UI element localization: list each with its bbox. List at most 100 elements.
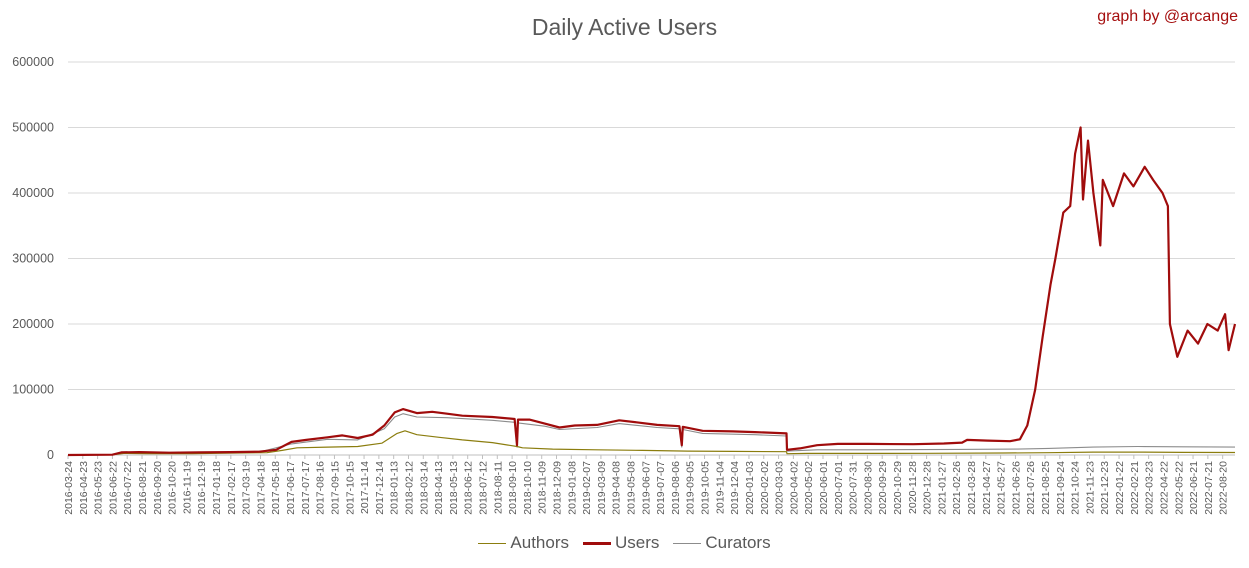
x-tick-label: 2016-09-20 [152, 461, 164, 515]
y-axis-ticks: 0 100000 200000 300000 400000 500000 600000 [12, 55, 54, 462]
y-tick-label: 400000 [12, 186, 54, 200]
x-tick-label: 2018-12-09 [552, 461, 564, 515]
x-tick-label: 2021-05-27 [996, 461, 1008, 515]
x-tick-label: 2020-08-30 [862, 461, 874, 515]
x-tick-label: 2022-08-20 [1218, 461, 1230, 515]
x-tick-label: 2017-06-17 [285, 461, 297, 515]
x-tick-label: 2019-11-04 [714, 461, 726, 514]
x-tick-label: 2022-07-21 [1203, 461, 1215, 515]
y-tick-label: 500000 [12, 121, 54, 135]
x-tick-label: 2021-03-28 [966, 461, 978, 515]
x-tick-label: 2020-09-29 [877, 461, 889, 515]
x-tick-label: 2017-07-17 [300, 461, 312, 515]
chart-title: Daily Active Users [531, 14, 718, 40]
x-tick-label: 2019-10-05 [700, 461, 712, 515]
x-tick-label: 2020-02-02 [759, 461, 771, 515]
x-tick-label: 2020-05-02 [803, 461, 815, 515]
series-lines [67, 126, 1237, 457]
x-tick-label: 2018-10-10 [522, 461, 534, 515]
x-tick-label: 2020-06-01 [818, 461, 830, 515]
x-tick-label: 2021-12-23 [1099, 461, 1111, 515]
x-tick-label: 2019-05-08 [626, 461, 638, 515]
x-tick-label: 2019-09-05 [685, 461, 697, 515]
series-line-authors [67, 430, 1236, 456]
x-tick-label: 2021-02-26 [951, 461, 963, 515]
y-tick-label: 600000 [12, 55, 54, 69]
x-tick-label: 2017-01-18 [211, 461, 223, 515]
x-tick-label: 2019-02-07 [581, 461, 593, 515]
x-tick-label: 2021-01-27 [936, 461, 948, 515]
legend-entry-users: Users [583, 533, 659, 553]
gridlines [68, 61, 1235, 456]
x-tick-label: 2018-03-14 [418, 461, 430, 515]
x-tick-label: 2019-08-06 [670, 461, 682, 515]
x-tick-label: 2019-07-07 [655, 461, 667, 515]
legend-swatch [583, 541, 611, 545]
chart-credit: graph by @arcange [1097, 8, 1238, 25]
x-tick-label: 2018-08-11 [492, 461, 504, 514]
x-tick-label: 2021-08-25 [1040, 461, 1052, 515]
x-tick-label: 2018-07-12 [477, 461, 489, 515]
x-tick-label: 2022-02-21 [1129, 461, 1141, 515]
y-tick-label: 100000 [12, 383, 54, 397]
legend-entry-curators: Curators [673, 533, 771, 553]
x-tick-label: 2022-06-21 [1188, 461, 1200, 515]
x-tick-label: 2017-12-14 [374, 461, 386, 515]
x-tick-label: 2020-03-03 [774, 461, 786, 515]
x-tick-label: 2022-03-23 [1144, 461, 1156, 515]
x-tick-label: 2018-01-13 [389, 461, 401, 515]
y-tick-label: 300000 [12, 252, 54, 266]
legend-swatch [673, 542, 702, 544]
legend-label: Authors [510, 533, 569, 552]
x-tick-label: 2017-05-18 [270, 461, 282, 515]
x-tick-label: 2016-11-19 [181, 461, 193, 514]
x-tick-label: 2020-07-01 [833, 461, 845, 515]
x-tick-label: 2018-02-12 [403, 461, 415, 515]
series-line-curators [67, 413, 1236, 456]
x-tick-label: 2018-04-13 [433, 461, 445, 515]
x-tick-label: 2017-10-15 [344, 461, 356, 515]
x-tick-label: 2022-01-22 [1114, 461, 1126, 515]
x-tick-label: 2017-04-18 [255, 461, 267, 515]
x-tick-label: 2018-06-12 [463, 461, 475, 515]
x-tick-label: 2019-04-08 [611, 461, 623, 515]
x-tick-label: 2020-01-03 [744, 461, 756, 515]
x-tick-label: 2022-04-22 [1158, 461, 1170, 515]
y-tick-label: 0 [47, 448, 54, 462]
x-tick-label: 2016-06-22 [107, 461, 119, 515]
x-tick-label: 2017-09-15 [329, 461, 341, 515]
x-tick-label: 2020-07-31 [848, 461, 860, 515]
x-tick-label: 2019-01-08 [566, 461, 578, 515]
x-tick-label: 2017-08-16 [315, 461, 327, 515]
x-tick-label: 2020-10-29 [892, 461, 904, 515]
x-tick-label: 2019-12-04 [729, 461, 741, 515]
x-tick-label: 2016-07-22 [122, 461, 134, 515]
legend-swatch [478, 542, 507, 544]
legend-entry-authors: Authors [478, 533, 569, 553]
legend: Authors Users Curators [0, 533, 1249, 553]
legend-label: Curators [705, 533, 771, 552]
x-tick-label: 2022-05-22 [1173, 461, 1185, 515]
x-tick-label: 2018-05-13 [448, 461, 460, 515]
x-tick-label: 2018-11-09 [537, 461, 549, 514]
x-axis-ticks: 2016-03-24 2016-04-23 2016-05-23 2016-06-22… [63, 455, 1230, 515]
x-tick-label: 2017-11-14 [359, 461, 371, 514]
x-tick-label: 2018-09-10 [507, 461, 519, 515]
x-tick-label: 2021-10-24 [1070, 461, 1082, 515]
x-tick-label: 2016-03-24 [63, 461, 75, 515]
x-tick-label: 2020-04-02 [788, 461, 800, 515]
x-tick-label: 2017-03-19 [241, 461, 253, 515]
legend-label: Users [615, 533, 660, 552]
x-tick-label: 2019-03-09 [596, 461, 608, 515]
x-tick-label: 2021-11-23 [1084, 461, 1096, 514]
x-tick-label: 2021-06-26 [1010, 461, 1022, 515]
x-tick-label: 2016-12-19 [196, 461, 208, 515]
x-tick-label: 2021-04-27 [981, 461, 993, 515]
x-tick-label: 2016-05-23 [93, 461, 105, 515]
x-tick-label: 2020-11-28 [907, 461, 919, 514]
x-tick-label: 2020-12-28 [922, 461, 934, 515]
x-tick-label: 2019-06-07 [640, 461, 652, 515]
x-tick-label: 2017-02-17 [226, 461, 238, 515]
